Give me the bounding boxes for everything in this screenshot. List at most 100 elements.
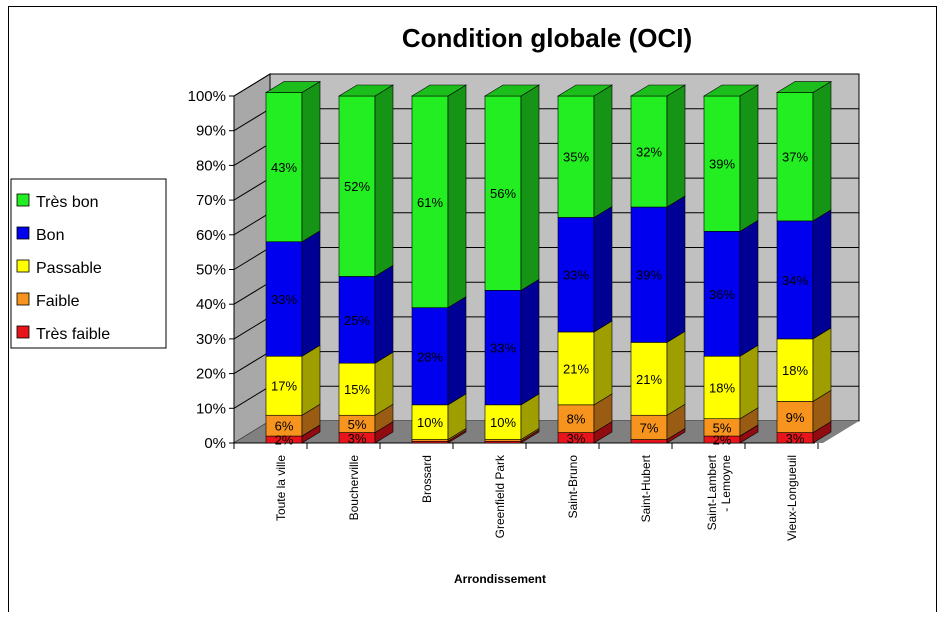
bars [264, 80, 833, 444]
bar-segment [703, 355, 741, 420]
bar-side [666, 84, 686, 208]
grid-line [233, 73, 859, 97]
data-label: 43% [271, 160, 297, 175]
bar-top [483, 84, 541, 97]
data-label: 34% [782, 273, 808, 288]
legend-label: Très bon [36, 194, 99, 211]
data-label: 21% [636, 372, 662, 387]
bar-side [593, 320, 613, 406]
bar-side [739, 344, 759, 420]
data-label: 33% [271, 292, 297, 307]
bar-segment [338, 362, 376, 416]
chart-walls [233, 73, 860, 444]
bar-side [739, 84, 759, 232]
bar-segment [557, 95, 595, 218]
category-label: Saint-Bruno [566, 455, 580, 519]
bar-segment [265, 241, 303, 357]
bar-side [301, 344, 321, 416]
bar-segment [557, 217, 595, 333]
bar-side [739, 219, 759, 357]
data-label: 9% [786, 410, 805, 425]
bar-side [301, 230, 321, 357]
legend-label: Faible [36, 293, 80, 310]
data-label: 21% [563, 361, 589, 376]
data-label: 6% [275, 419, 294, 434]
category-label-group: Saint-Hubert [639, 454, 653, 522]
data-label: 8% [567, 412, 586, 427]
data-label: 10% [417, 415, 443, 430]
legend-swatch [16, 226, 30, 240]
bar-segment [411, 95, 449, 308]
bar-segment [630, 95, 668, 208]
data-label: 15% [344, 382, 370, 397]
y-tick-label: 0% [204, 435, 226, 452]
bar-segment [484, 290, 522, 406]
bar-segment [265, 355, 303, 416]
bar-segment [265, 92, 303, 243]
bar-top [337, 84, 395, 97]
x-axis-label: Arrondissement [454, 572, 546, 586]
data-label: 18% [709, 380, 735, 395]
bar-segment [776, 92, 814, 222]
category-label: Brossard [420, 455, 434, 503]
category-label-group: Vieux-Longueuil [785, 455, 799, 541]
legend-swatch [16, 325, 30, 339]
bar-top [410, 84, 468, 97]
y-tick-label: 10% [196, 400, 226, 417]
legend-label: Très faible [36, 326, 110, 343]
bar-segment [338, 276, 376, 364]
bar-side [666, 195, 686, 343]
data-label: 61% [417, 195, 443, 210]
category-label-group: Saint-Lambert - Lemoyne [705, 454, 733, 530]
data-label: 36% [709, 287, 735, 302]
data-label: 32% [636, 145, 662, 160]
x-axis-categories: Toute la ville Boucherville Brossard Greenf… [233, 443, 819, 541]
data-label: 7% [640, 420, 659, 435]
data-label: 37% [782, 150, 808, 165]
bar-segment [484, 95, 522, 291]
data-label: 39% [709, 157, 735, 172]
data-labels: 2%6%17%33%43%3%5%15%25%52%10%28%61%10%33… [271, 145, 808, 448]
bar-segment [703, 231, 741, 357]
floor [234, 421, 859, 443]
y-tick-label: 100% [188, 88, 226, 105]
bar-side [374, 264, 394, 364]
data-label: 3% [786, 431, 805, 446]
category-label: Saint-Hubert [639, 454, 653, 522]
legend: Très bon Bon Passable Faible Très faible [10, 178, 167, 349]
chart-svg: 0%10%20%30%40%50%60%70%80%90%100% 2%6%17… [10, 23, 860, 586]
category-label: Boucherville [347, 455, 361, 521]
category-label: Greenfield Park [493, 454, 507, 538]
bar-top [556, 84, 614, 97]
data-label: 2% [275, 433, 294, 448]
data-label: 3% [567, 431, 586, 446]
category-label-group: Greenfield Park [493, 454, 507, 538]
legend-label: Bon [36, 227, 64, 244]
y-axis-ticks: 0% 10% 20% 30% 40% 50% 60% 70% 80% 90% 100% [188, 88, 815, 452]
bar-top [775, 81, 833, 93]
y-tick-label: 20% [196, 366, 226, 383]
bar-side [812, 80, 832, 222]
category-label-group: Brossard [420, 455, 434, 503]
legend-swatch [16, 259, 30, 273]
bar-side [812, 327, 832, 402]
data-label: 5% [713, 420, 732, 435]
data-label: 28% [417, 349, 443, 364]
bar-top [264, 81, 322, 93]
legend-box [10, 178, 167, 349]
bar-segment [630, 342, 668, 416]
bar-side [301, 80, 321, 243]
category-label: Toute la ville [274, 455, 288, 521]
data-label: 56% [490, 186, 516, 201]
data-label: 5% [348, 417, 367, 432]
chart-frame: 0% 10% 20% 30% 40% 50% 60% 70% 80% 90% 100% 2% 6% 17… [8, 6, 937, 612]
bar-side [447, 296, 467, 406]
bar-top [629, 84, 687, 97]
bar-side [374, 84, 394, 277]
bar-segment [776, 220, 814, 340]
bar-side [520, 278, 540, 406]
data-label: 2% [713, 433, 732, 448]
bar-segment [557, 404, 595, 433]
category-label: Vieux-Longueuil [785, 455, 799, 541]
y-tick-label: 50% [196, 262, 226, 279]
